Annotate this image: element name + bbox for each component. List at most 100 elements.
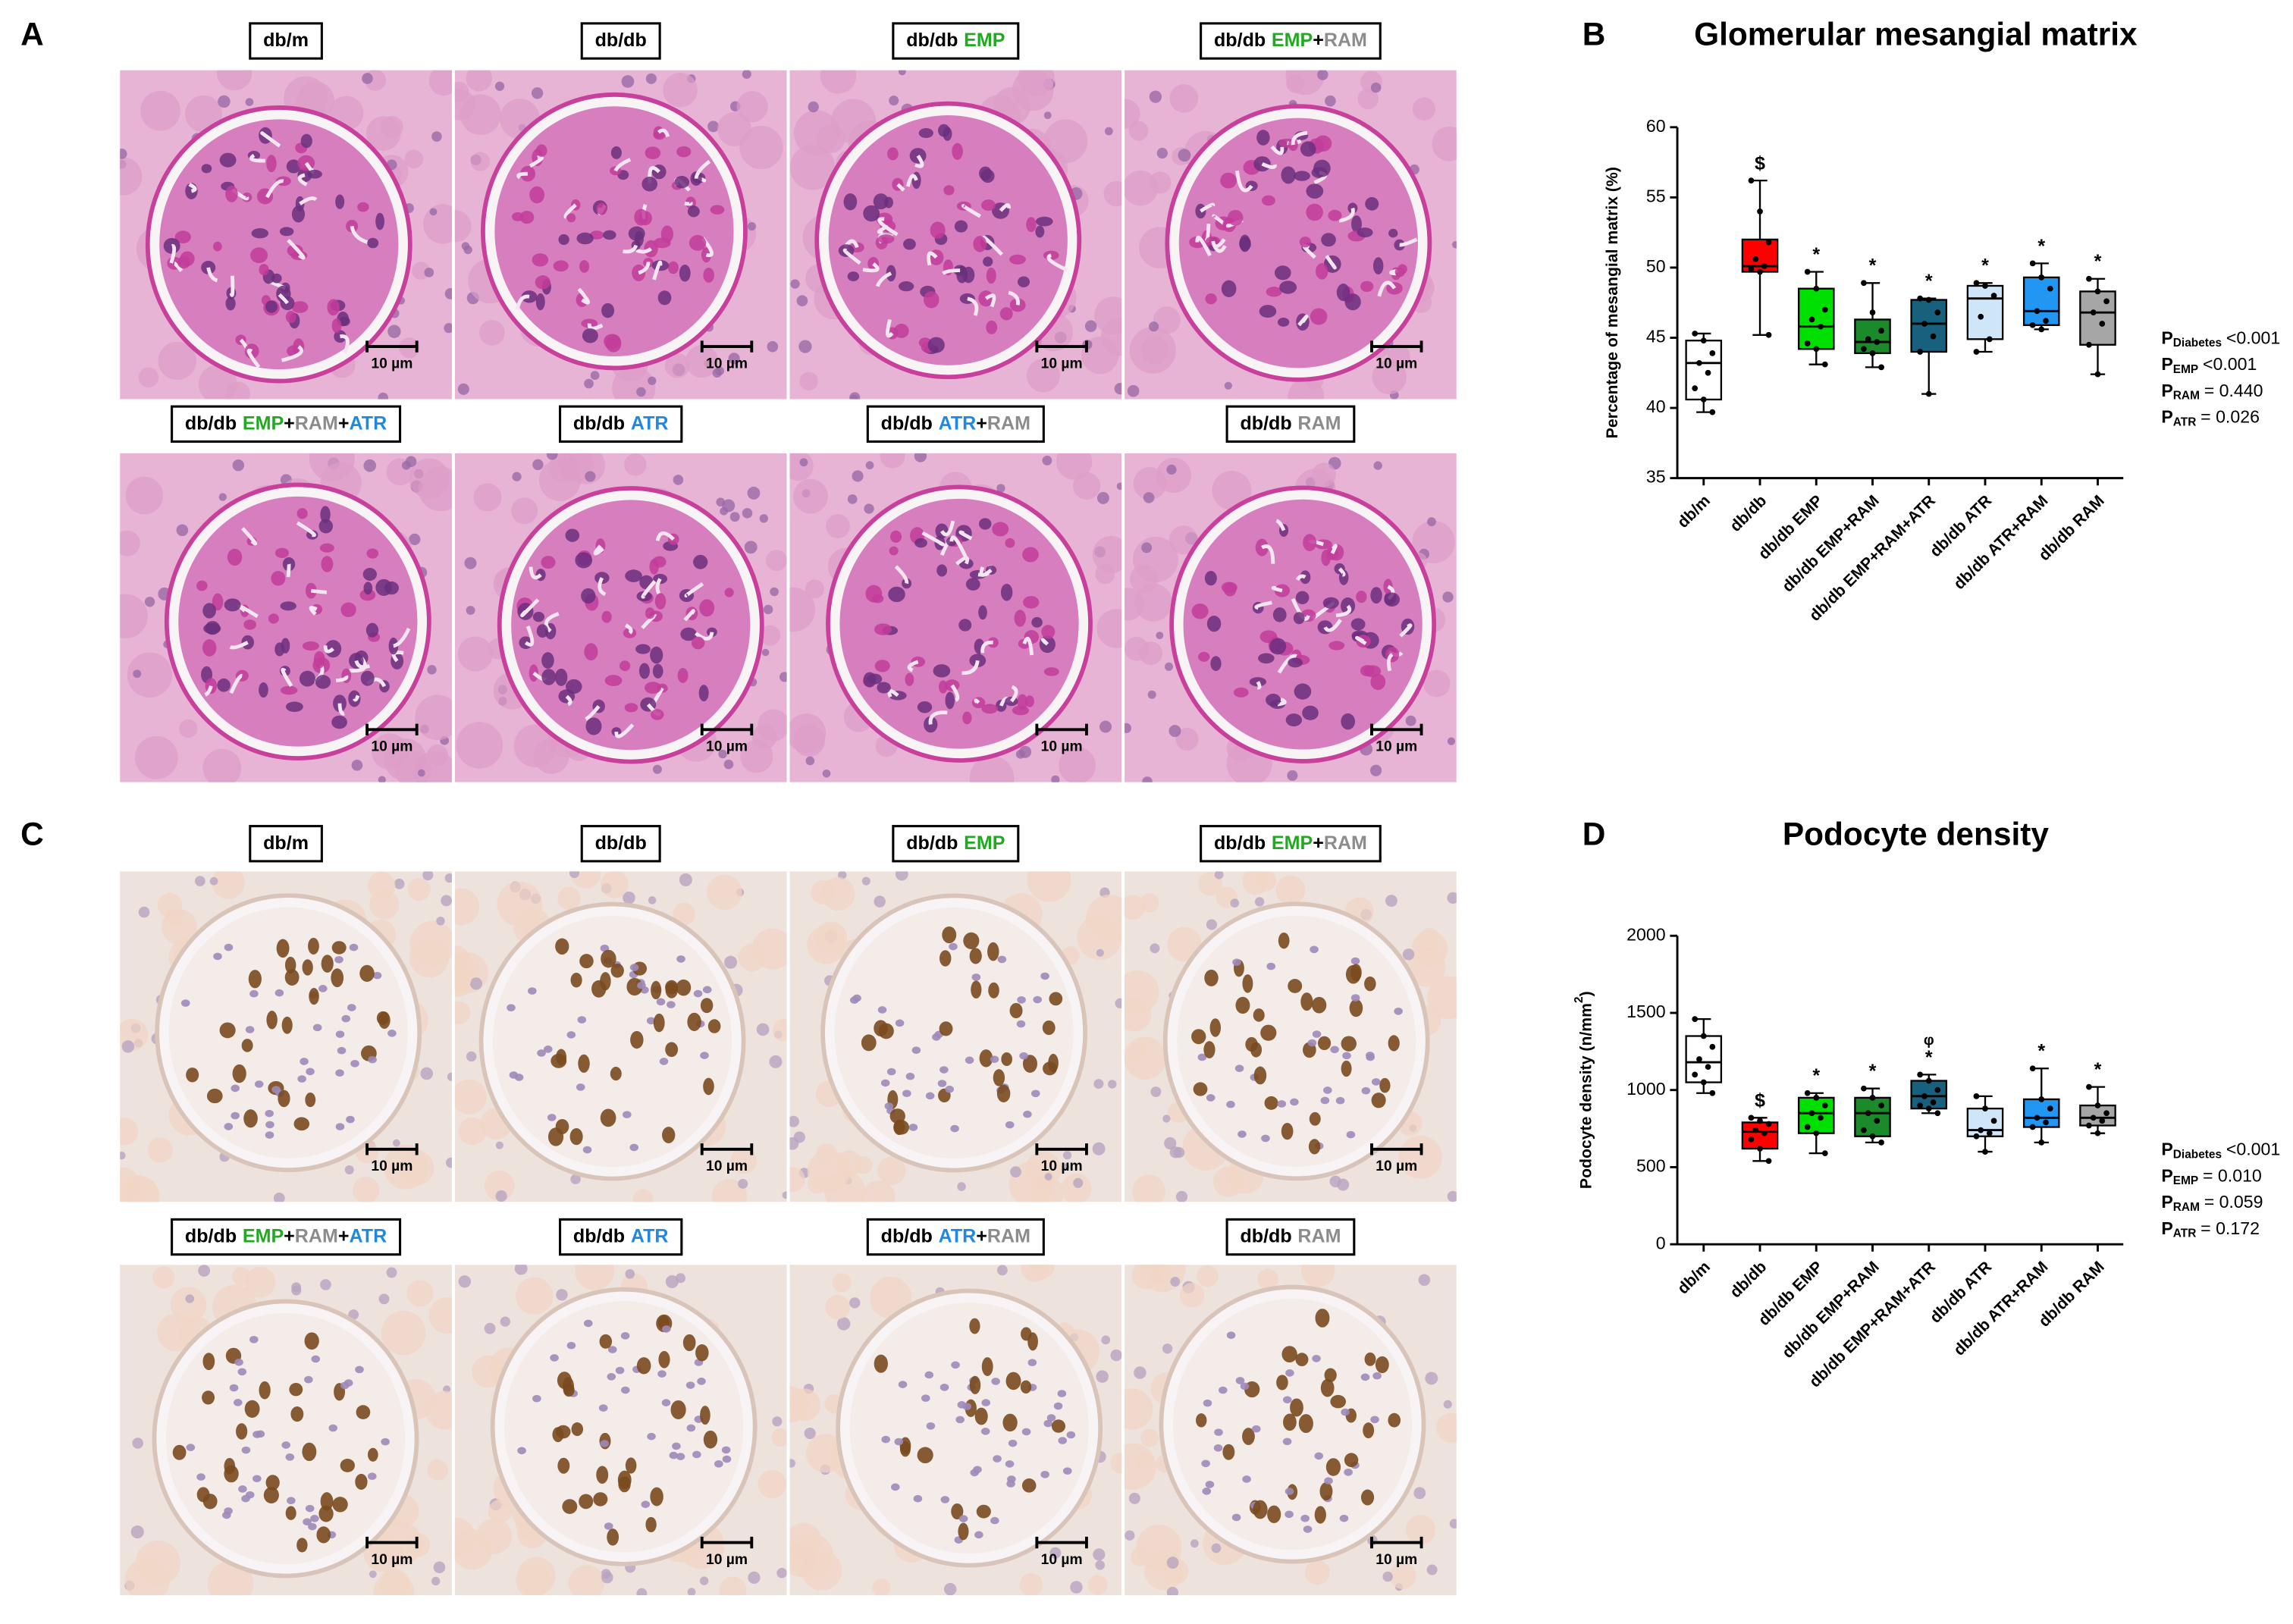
nucleus (657, 1370, 667, 1378)
cell (1383, 578, 1393, 595)
nucleus (672, 1442, 681, 1450)
nucleus (1242, 1428, 1255, 1446)
cell (601, 610, 612, 623)
nucleus (1203, 1041, 1216, 1058)
p-symbol: P (2161, 328, 2172, 348)
cell (302, 641, 319, 651)
capillary-loop (246, 348, 261, 368)
nucleus (1005, 1372, 1021, 1390)
capillary-loop (309, 606, 318, 616)
cell (1043, 667, 1059, 676)
nucleus (1350, 964, 1362, 982)
cell (604, 334, 621, 350)
nucleus (263, 1487, 279, 1504)
cell (624, 703, 638, 713)
tubule-nucleus (133, 669, 142, 679)
nucleus (955, 1416, 965, 1424)
nucleus (287, 1497, 296, 1505)
tubule-cell (814, 921, 848, 954)
cell (863, 205, 880, 222)
image-label: db/db EMP+RAM+ATR (185, 1225, 387, 1246)
nucleus (911, 1046, 921, 1054)
capillary-loop (638, 262, 651, 275)
nucleus (1278, 932, 1290, 949)
nucleus (629, 1143, 639, 1152)
nucleus (202, 1353, 215, 1371)
glomerulus (492, 915, 732, 1168)
cell (335, 194, 345, 209)
y-label-sup: 2 (1573, 996, 1586, 1003)
data-point (1934, 309, 1941, 316)
tubule-cell (1096, 609, 1122, 648)
capillary-loop (942, 268, 961, 275)
data-point (1765, 1121, 1772, 1127)
tubule-cell (454, 81, 469, 102)
nucleus (186, 1068, 199, 1083)
cell (887, 147, 899, 161)
tubule-nucleus (1370, 82, 1382, 93)
tubule-cell (353, 1176, 380, 1202)
p-subscript: ATR (2173, 415, 2197, 428)
nucleus (881, 1435, 890, 1444)
nucleus (599, 1334, 613, 1349)
label-part: ATR (939, 1225, 977, 1246)
data-point (1874, 339, 1881, 345)
capillary-loop (862, 262, 880, 273)
tubule-nucleus (532, 459, 544, 471)
nucleus (381, 1437, 390, 1446)
cell (625, 569, 642, 582)
cell (1191, 603, 1209, 619)
tubule-cell (381, 1310, 426, 1356)
capillary-loop (238, 604, 259, 619)
cell (986, 267, 996, 284)
capillary-loop (625, 623, 633, 635)
capillary-loop (1297, 315, 1309, 327)
tubule-nucleus (1127, 384, 1140, 397)
capillary-loop (1009, 685, 1018, 703)
cell (535, 275, 551, 290)
tubule-cell (861, 1180, 896, 1202)
tubule-cell (1087, 1575, 1108, 1595)
tubule-nucleus (943, 1582, 957, 1596)
cell (213, 241, 222, 252)
cell (196, 580, 208, 591)
nucleus (582, 1146, 592, 1154)
cell (1272, 607, 1287, 622)
data-point (2090, 309, 2097, 316)
p-symbol: P (2161, 1140, 2172, 1159)
nucleus (1040, 1471, 1049, 1478)
panel-label: C (20, 816, 44, 851)
tubule-cell (1059, 747, 1096, 782)
label-part: EMP (243, 1225, 284, 1246)
scale-bar (365, 723, 419, 736)
p-symbol: P (2161, 407, 2172, 427)
data-point (1917, 1102, 1924, 1108)
capillary-loop (657, 128, 670, 138)
cell (927, 337, 945, 353)
tubule-nucleus (716, 497, 726, 507)
tubule-cell (427, 744, 449, 766)
nucleus (1277, 1100, 1287, 1108)
tubule-nucleus (590, 371, 600, 381)
nucleus (1062, 1467, 1072, 1475)
data-point (1986, 336, 1993, 343)
nucleus (645, 1516, 657, 1533)
data-point (1869, 1133, 1876, 1140)
cell (541, 669, 557, 685)
capillary-loop (281, 345, 303, 362)
scale-label: 10 µm (1375, 356, 1417, 372)
nucleus (321, 955, 334, 973)
image-header: db/db (580, 22, 661, 60)
nucleus (1349, 999, 1363, 1017)
micrograph (789, 70, 1122, 400)
tubule-cell (1405, 1514, 1436, 1545)
nucleus (877, 1006, 887, 1014)
cell (632, 264, 646, 281)
tubule-nucleus (433, 1561, 446, 1574)
tubule-cell (1021, 1265, 1049, 1282)
tubule-nucleus (1062, 1163, 1070, 1171)
tubule-nucleus (1287, 770, 1298, 781)
tubule-nucleus (645, 73, 657, 84)
nucleus (1330, 1394, 1347, 1409)
tubule-cell (1212, 470, 1252, 510)
